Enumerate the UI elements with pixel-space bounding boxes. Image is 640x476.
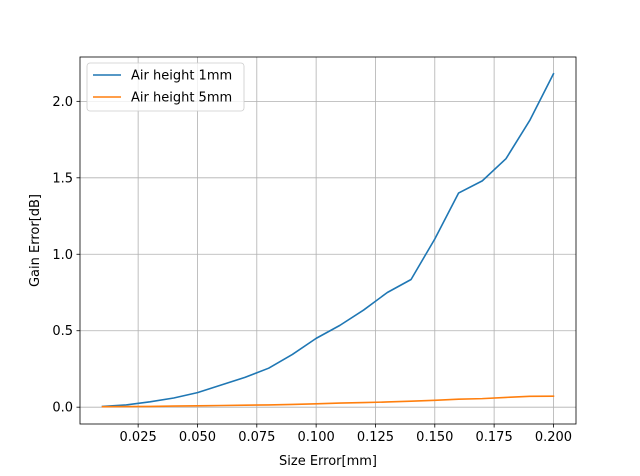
grid — [80, 57, 576, 424]
series-line-1 — [101, 72, 555, 408]
x-tick-label: 0.050 — [179, 430, 216, 445]
x-tick-label: 0.200 — [535, 430, 572, 445]
x-tick-label: 0.175 — [476, 430, 513, 445]
ticks: 0.025 0.050 0.075 0.100 0.125 0.150 0.175 0.200… — [52, 95, 572, 445]
x-tick-label: 0.150 — [416, 430, 453, 445]
series-lines — [101, 72, 555, 408]
legend: Air height 1mm Air height 5mm — [86, 62, 245, 112]
y-tick-label: 0.0 — [52, 401, 73, 416]
legend-box — [86, 62, 245, 112]
x-tick-label: 0.025 — [120, 430, 157, 445]
y-tick-label: 2.0 — [52, 95, 73, 110]
axes — [79, 56, 577, 425]
x-tick-label: 0.100 — [298, 430, 335, 445]
x-axis-label: Size Error[mm] — [279, 454, 377, 469]
legend-label-1: Air height 1mm — [131, 69, 232, 84]
x-tick-label: 0.075 — [238, 430, 275, 445]
plot-frame — [79, 56, 577, 425]
y-tick-label: 1.0 — [52, 248, 73, 263]
legend-label-2: Air height 5mm — [131, 91, 232, 106]
y-tick-label: 0.5 — [52, 324, 73, 339]
x-tick-label: 0.125 — [357, 430, 394, 445]
series-line-2 — [101, 395, 555, 408]
y-tick-label: 1.5 — [52, 171, 73, 186]
y-axis-label: Gain Error[dB] — [28, 194, 43, 287]
